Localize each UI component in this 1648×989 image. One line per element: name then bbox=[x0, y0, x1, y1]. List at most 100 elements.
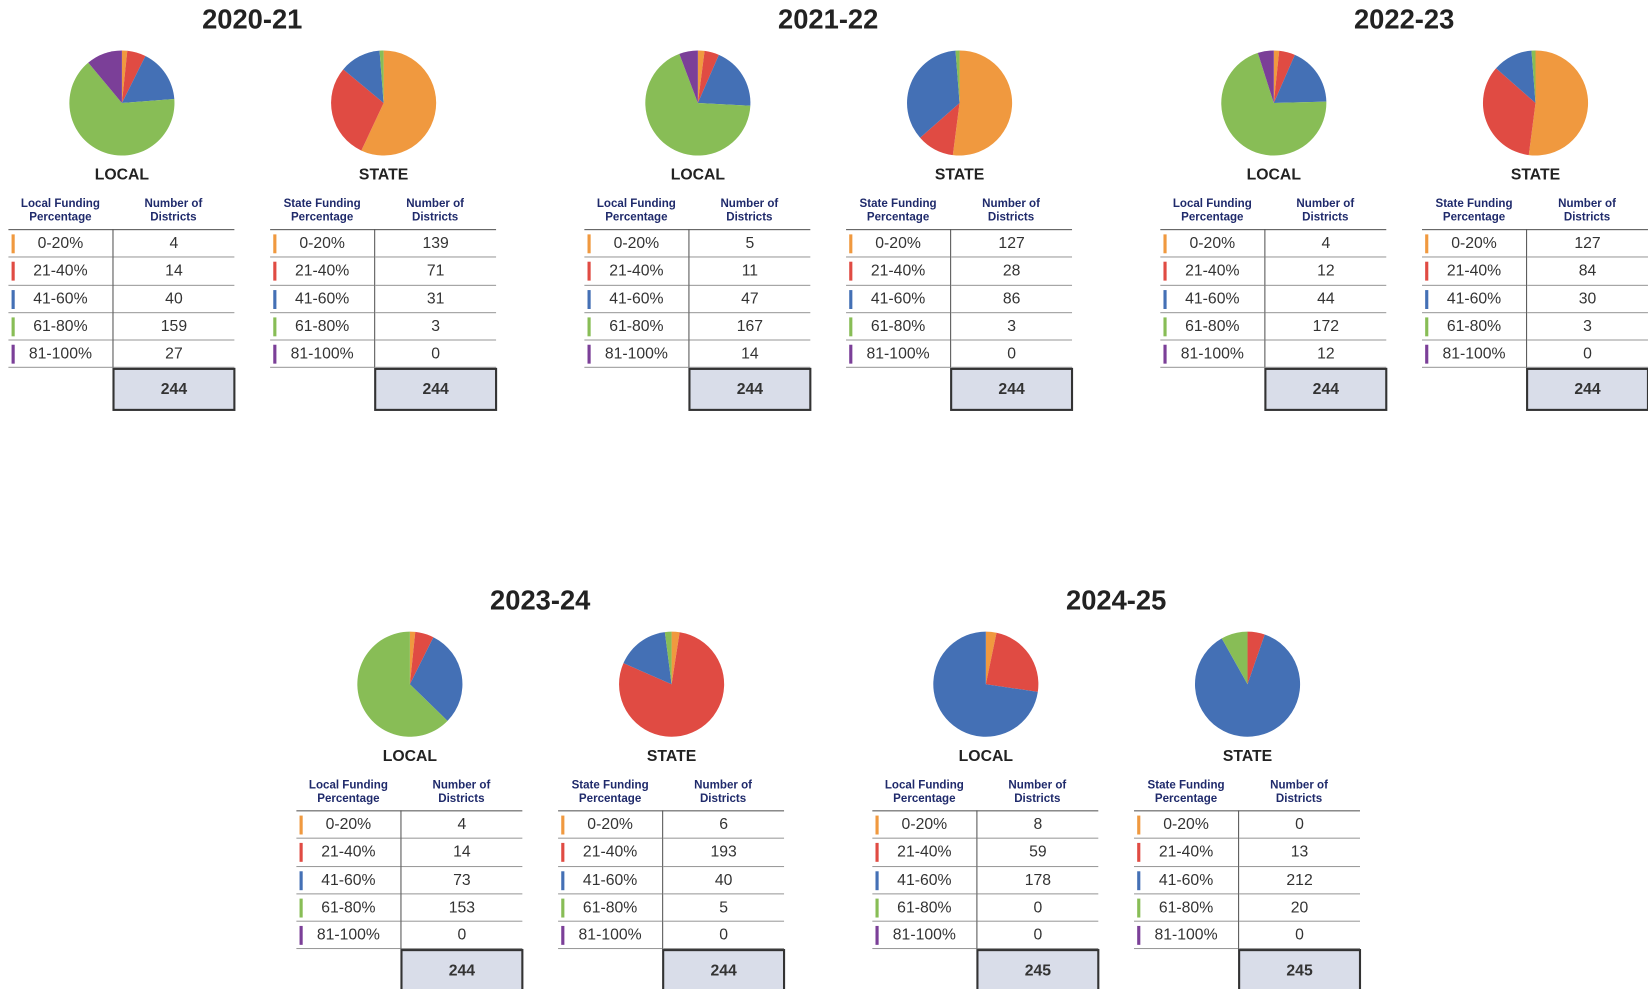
district-count: 4 bbox=[1265, 230, 1387, 258]
district-count: 31 bbox=[375, 285, 497, 314]
district-count: 11 bbox=[689, 258, 811, 286]
district-count: 73 bbox=[401, 867, 523, 895]
pie-slice bbox=[907, 50, 960, 138]
district-count: 28 bbox=[951, 258, 1073, 286]
range-label: 0-20% bbox=[296, 811, 401, 840]
district-count: 40 bbox=[663, 867, 785, 895]
pie-title: STATE bbox=[934, 166, 985, 184]
color-bar bbox=[875, 926, 879, 946]
district-count: 14 bbox=[113, 258, 235, 286]
color-bar bbox=[875, 870, 879, 890]
pie-slice bbox=[671, 631, 680, 685]
color-bar bbox=[1163, 317, 1167, 337]
color-bar bbox=[875, 815, 879, 835]
total-count: 245 bbox=[976, 949, 1100, 989]
range-label: 61-80% bbox=[846, 313, 951, 341]
color-bar bbox=[1425, 289, 1429, 309]
table-divider bbox=[688, 229, 690, 368]
pie bbox=[1482, 50, 1589, 156]
range-label: 21-40% bbox=[8, 258, 113, 286]
color-bar bbox=[299, 843, 303, 863]
pie-slice bbox=[69, 62, 175, 156]
color-bar bbox=[875, 843, 879, 863]
color-bar bbox=[273, 317, 277, 337]
range-label: 0-20% bbox=[558, 811, 663, 840]
total-count: 244 bbox=[688, 367, 812, 411]
pie-slice bbox=[121, 50, 146, 103]
total-count: 244 bbox=[662, 949, 786, 989]
color-bar bbox=[1425, 234, 1429, 254]
color-bar bbox=[587, 317, 591, 337]
district-count: 0 bbox=[1527, 341, 1648, 369]
district-count: 4 bbox=[113, 230, 235, 258]
year-heading: 2024-25 bbox=[1066, 584, 1167, 616]
range-label: 41-60% bbox=[846, 285, 951, 314]
district-count: 3 bbox=[375, 313, 497, 341]
column-header: Local Funding Percentage bbox=[884, 778, 964, 806]
range-label: 0-20% bbox=[872, 811, 977, 840]
range-label: 61-80% bbox=[1134, 894, 1239, 922]
color-bar bbox=[561, 815, 565, 835]
color-bar bbox=[1137, 870, 1141, 890]
color-bar bbox=[11, 289, 15, 309]
district-count: 8 bbox=[977, 811, 1099, 840]
pie-slice bbox=[1273, 54, 1327, 103]
pie bbox=[69, 50, 175, 156]
pie-slice bbox=[1221, 631, 1248, 685]
district-count: 5 bbox=[689, 230, 811, 258]
district-count: 3 bbox=[1527, 313, 1648, 341]
range-label: 0-20% bbox=[8, 230, 113, 258]
pie-slice bbox=[697, 50, 719, 103]
column-header: State Funding Percentage bbox=[571, 778, 649, 806]
table-top-line bbox=[1134, 810, 1360, 812]
range-label: 81-100% bbox=[846, 341, 951, 369]
district-count: 0 bbox=[951, 341, 1073, 369]
range-label: 41-60% bbox=[270, 285, 375, 314]
column-header: Number of Districts bbox=[720, 197, 779, 224]
district-count: 27 bbox=[113, 341, 235, 369]
district-count: 167 bbox=[689, 313, 811, 341]
total-count: 245 bbox=[1238, 949, 1362, 989]
color-bar bbox=[1137, 843, 1141, 863]
pie-slice bbox=[623, 632, 672, 685]
district-count: 193 bbox=[663, 839, 785, 867]
column-header: State Funding Percentage bbox=[1435, 197, 1513, 224]
district-count: 4 bbox=[401, 811, 523, 840]
range-label: 0-20% bbox=[270, 230, 375, 258]
range-label: 61-80% bbox=[1422, 313, 1527, 341]
table-divider bbox=[1264, 229, 1266, 368]
range-label: 41-60% bbox=[296, 867, 401, 895]
range-label: 41-60% bbox=[1160, 285, 1265, 314]
range-label: 61-80% bbox=[872, 894, 977, 922]
district-count: 153 bbox=[401, 894, 523, 922]
column-header: Number of Districts bbox=[982, 197, 1040, 224]
range-label: 41-60% bbox=[8, 285, 113, 314]
district-count: 127 bbox=[1527, 230, 1648, 258]
table-divider bbox=[1238, 810, 1240, 950]
district-count: 5 bbox=[663, 894, 785, 922]
range-label: 0-20% bbox=[846, 230, 951, 258]
district-count: 127 bbox=[951, 230, 1073, 258]
year-heading: 2020-21 bbox=[202, 3, 303, 35]
table-top-line bbox=[846, 229, 1073, 231]
range-label: 61-80% bbox=[558, 894, 663, 922]
column-header: Local Funding Percentage bbox=[308, 778, 388, 806]
range-label: 41-60% bbox=[872, 867, 977, 895]
pie-title: STATE bbox=[1222, 747, 1273, 766]
pie bbox=[907, 50, 1013, 156]
table-divider bbox=[374, 229, 376, 368]
district-count: 0 bbox=[375, 341, 497, 369]
pie-slice bbox=[343, 50, 384, 103]
color-bar bbox=[299, 815, 303, 835]
range-label: 21-40% bbox=[270, 258, 375, 286]
total-count: 244 bbox=[112, 367, 236, 411]
column-header: Local Funding Percentage bbox=[20, 197, 100, 224]
pie-slice bbox=[1247, 631, 1265, 685]
district-count: 12 bbox=[1265, 258, 1387, 286]
pie-slice bbox=[357, 631, 448, 737]
district-count: 0 bbox=[663, 922, 785, 950]
range-label: 81-100% bbox=[296, 922, 401, 950]
color-bar bbox=[561, 843, 565, 863]
pie bbox=[933, 631, 1039, 737]
